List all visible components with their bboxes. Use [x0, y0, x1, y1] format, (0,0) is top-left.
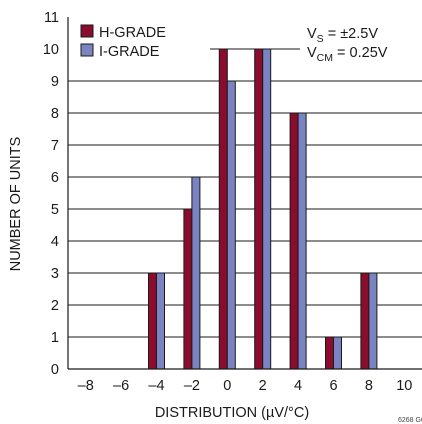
legend-swatch-h-grade — [80, 24, 94, 38]
bar-h-grade-0 — [218, 48, 228, 370]
bar-h-grade-8 — [360, 272, 370, 370]
x-tick-label: 8 — [365, 378, 373, 394]
x-tick-label: –4 — [148, 378, 164, 394]
bar-h-grade-2 — [254, 48, 264, 370]
vcm-condition: VCM = 0.25V — [307, 45, 388, 64]
bar-i-grade-2 — [262, 48, 272, 370]
grid-lines — [68, 48, 422, 338]
y-tick-label: 2 — [51, 298, 59, 314]
x-tick-label: 6 — [329, 378, 337, 394]
x-tick-label: –8 — [78, 378, 94, 394]
y-tick-label: 11 — [44, 10, 59, 26]
bar-h-grade--4 — [148, 272, 157, 370]
bar-i-grade--4 — [156, 272, 165, 370]
bars — [148, 48, 378, 370]
y-tick-label: 7 — [51, 138, 59, 154]
x-tick-label: 2 — [259, 378, 267, 394]
bar-i-grade-6 — [333, 336, 342, 370]
y-tick-label: 4 — [51, 234, 59, 250]
y-tick-label: 0 — [51, 362, 59, 378]
bar-h-grade-4 — [289, 112, 299, 370]
bar-i-grade-4 — [297, 112, 307, 370]
axes — [67, 17, 422, 370]
x-tick-label: 4 — [294, 378, 302, 394]
y-tick-labels: 0 1 2 3 4 5 6 7 8 9 10 11 — [43, 10, 59, 378]
condition-note: VS = ±2.5V VCM = 0.25V — [307, 26, 388, 64]
y-tick-label: 9 — [51, 74, 59, 90]
legend-swatch-i-grade — [80, 43, 94, 57]
legend-label-h-grade: H-GRADE — [99, 25, 166, 41]
bar-h-grade--2 — [183, 208, 193, 370]
y-tick-label: 5 — [51, 202, 59, 218]
bar-i-grade-0 — [226, 80, 236, 370]
x-tick-label: 0 — [223, 378, 231, 394]
y-tick-label: 8 — [51, 106, 59, 122]
x-tick-label: –6 — [113, 378, 129, 394]
y-tick-label: 1 — [51, 330, 59, 346]
y-tick-label: 3 — [51, 266, 59, 282]
y-axis-label: NUMBER OF UNITS — [8, 137, 24, 272]
x-axis-label: DISTRIBUTION (µV/°C) — [155, 405, 309, 421]
bar-h-grade-6 — [325, 336, 334, 370]
y-tick-label: 6 — [51, 170, 59, 186]
bar-i-grade-8 — [368, 272, 378, 370]
x-tick-labels: –8 –6 –4 –2 0 2 4 6 8 10 — [78, 378, 413, 394]
bar-i-grade--2 — [191, 176, 201, 370]
vs-condition: VS = ±2.5V — [307, 26, 378, 45]
figure-id: 6268 G06 — [398, 417, 422, 424]
y-tick-label: 10 — [43, 42, 59, 58]
legend-label-i-grade: I-GRADE — [99, 44, 160, 60]
x-tick-label: 10 — [396, 378, 412, 394]
x-tick-label: –2 — [184, 378, 200, 394]
legend: H-GRADE I-GRADE — [80, 24, 166, 60]
